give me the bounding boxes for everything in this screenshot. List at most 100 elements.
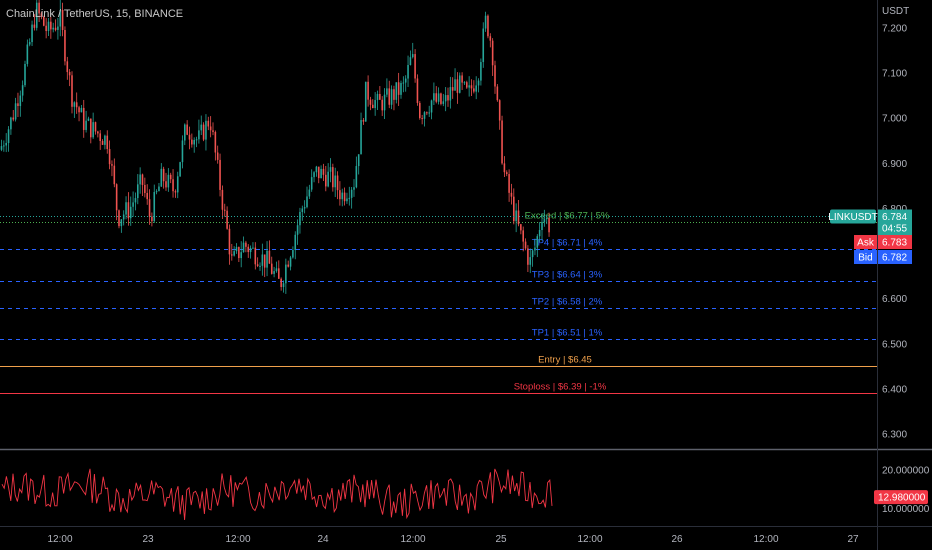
candle-body	[52, 27, 54, 30]
candle-body	[480, 62, 482, 81]
candle-body	[198, 130, 200, 140]
candle-body	[343, 192, 346, 202]
candle-body	[536, 236, 539, 248]
candle-body	[97, 131, 99, 134]
candle-body	[308, 189, 311, 197]
candle-body	[357, 154, 360, 167]
candle-body	[108, 149, 111, 165]
candle-body	[364, 81, 367, 122]
candle-body	[395, 82, 398, 100]
candle-body	[115, 184, 118, 211]
candle-body	[541, 221, 543, 231]
price-tick-label: 7.200	[882, 24, 907, 35]
candle-body	[120, 219, 123, 227]
candle-body	[90, 118, 92, 138]
candle-body	[522, 230, 524, 242]
candle-body	[350, 189, 353, 198]
time-tick-label: 12:00	[400, 534, 425, 545]
candle-body	[409, 57, 412, 66]
candle-body	[176, 176, 179, 193]
current-price-badge	[878, 209, 912, 236]
candle-countdown: 04:55	[882, 224, 907, 235]
symbol-badge	[830, 209, 876, 224]
ask-label-badge	[854, 235, 877, 249]
bid-label: Bid	[858, 253, 872, 264]
candle-body	[348, 197, 351, 199]
candle-body	[66, 61, 69, 73]
candle-body	[71, 75, 73, 107]
candle-body	[397, 82, 400, 95]
candle-body	[301, 208, 304, 212]
candle-body	[181, 140, 184, 163]
candle-body	[454, 79, 456, 91]
candle-body	[75, 102, 78, 108]
candle-body	[325, 174, 327, 187]
candle-body	[317, 166, 320, 179]
candle-body	[285, 264, 287, 284]
candle-body	[390, 89, 393, 105]
candle-body	[179, 162, 181, 177]
candle-body	[68, 72, 71, 76]
candle-body	[498, 100, 501, 121]
candle-body	[322, 168, 325, 175]
candle-body	[191, 139, 193, 145]
price-tick-label: 6.600	[882, 294, 907, 305]
candle-body	[0, 146, 3, 150]
candle-body	[494, 65, 496, 87]
candle-body	[400, 83, 402, 95]
time-tick-label: 23	[142, 534, 154, 545]
candle-body	[270, 263, 273, 274]
candle-body	[17, 103, 19, 107]
candle-body	[43, 16, 45, 26]
time-tick-label: 12:00	[577, 534, 602, 545]
level-label: TP4 | $6.71 | 4%	[532, 238, 603, 249]
candle-body	[313, 172, 315, 178]
candle-body	[280, 278, 282, 287]
candle-body	[524, 241, 527, 249]
candle-body	[501, 120, 503, 164]
candle-body	[129, 206, 132, 219]
candle-body	[278, 268, 280, 279]
candle-body	[503, 163, 506, 173]
candle-body	[205, 120, 207, 140]
candle-body	[92, 122, 94, 138]
candle-body	[35, 2, 38, 28]
candle-body	[261, 254, 264, 266]
candle-body	[515, 210, 517, 222]
candle-body	[3, 145, 5, 147]
candle-body	[263, 254, 266, 268]
candle-body	[289, 257, 292, 267]
level-label: Entry | $6.45	[538, 355, 592, 366]
candle-body	[82, 107, 85, 130]
candle-body	[327, 171, 329, 187]
candle-body	[320, 168, 322, 179]
candle-body	[543, 219, 546, 222]
level-label: TP3 | $6.64 | 3%	[532, 270, 603, 281]
candle-body	[240, 252, 242, 259]
candle-body	[287, 264, 289, 267]
candle-body	[456, 79, 459, 93]
time-tick-label: 27	[847, 534, 859, 545]
candle-body	[85, 120, 87, 130]
candle-body	[153, 192, 156, 222]
candle-body	[137, 184, 139, 199]
candle-body	[273, 271, 275, 274]
indicator-value-badge	[874, 490, 928, 505]
candle-body	[45, 25, 47, 32]
candle-body	[233, 251, 235, 256]
ask-price-badge	[878, 235, 912, 249]
candle-body	[104, 135, 106, 145]
indicator-line	[1, 468, 553, 521]
candle-body	[162, 168, 165, 182]
candle-body	[169, 174, 172, 180]
candle-body	[407, 65, 409, 79]
candle-body	[508, 174, 510, 193]
candle-body	[376, 93, 379, 101]
candle-body	[266, 250, 268, 268]
candle-body	[31, 24, 33, 43]
candle-body	[174, 191, 177, 193]
candle-body	[61, 10, 64, 31]
candle-body	[433, 93, 435, 101]
candle-body	[332, 167, 334, 188]
